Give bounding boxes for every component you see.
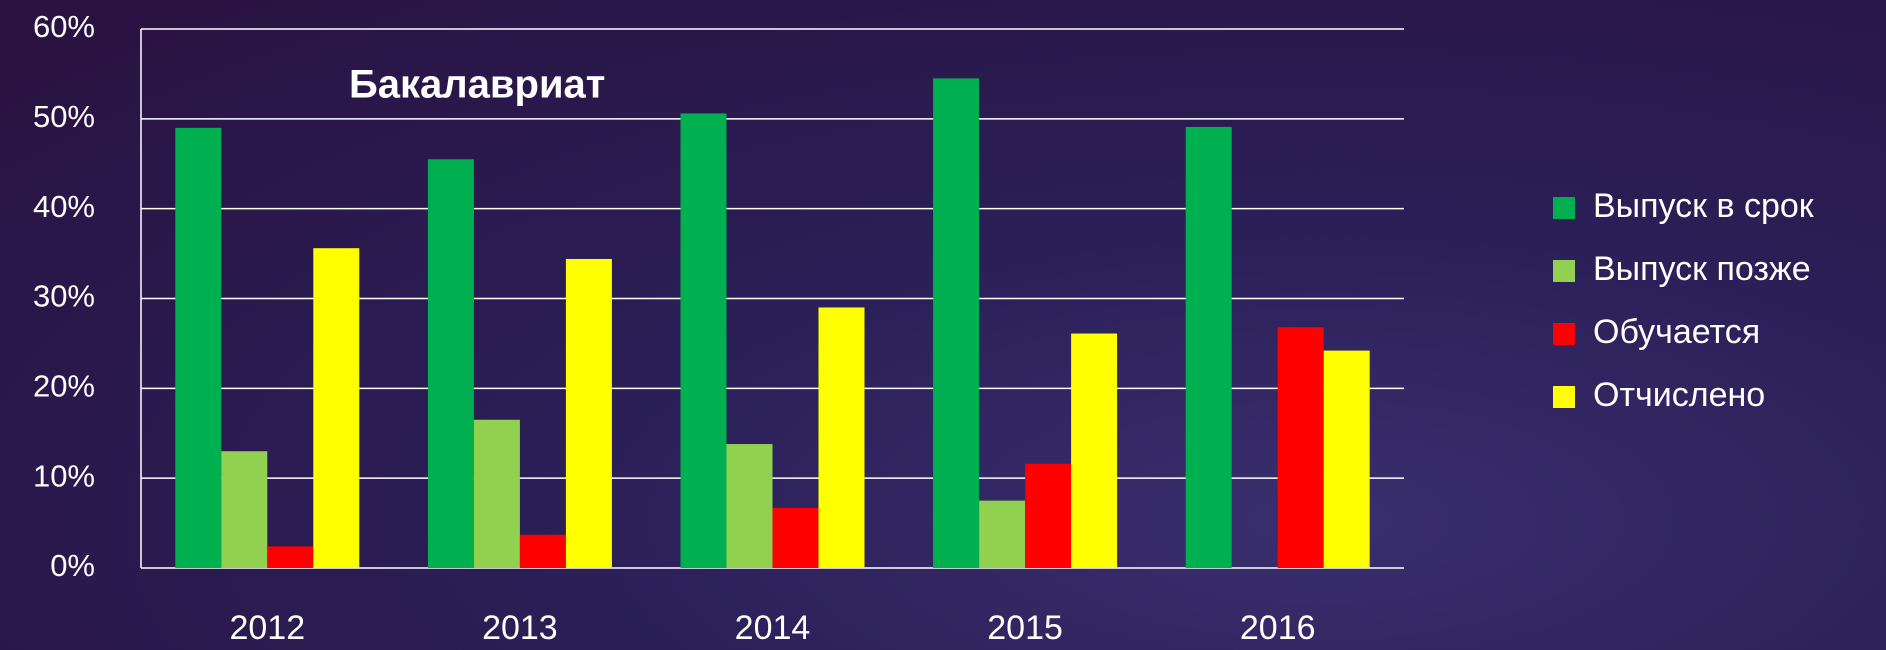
y-tick-label: 30% xyxy=(33,279,95,314)
legend-label: Отчислено xyxy=(1593,376,1765,414)
bar xyxy=(933,78,980,569)
y-tick-label: 10% xyxy=(33,458,95,493)
x-tick-label: 2016 xyxy=(1240,609,1316,647)
bar xyxy=(519,534,566,568)
chart-title: Бакалавриат xyxy=(349,63,605,107)
bar xyxy=(726,444,773,568)
bar xyxy=(565,258,612,568)
y-tick-label: 20% xyxy=(33,369,95,404)
y-tick-label: 0% xyxy=(50,548,95,583)
bars xyxy=(175,78,1370,569)
bar xyxy=(313,248,360,568)
bar xyxy=(1071,333,1118,568)
bar xyxy=(979,500,1026,568)
x-tick-label: 2012 xyxy=(229,609,305,647)
legend-swatch xyxy=(1553,386,1575,408)
legend-swatch xyxy=(1553,197,1575,219)
bar xyxy=(175,127,222,569)
bar xyxy=(680,113,727,569)
legend: Выпуск в срок Выпуск позже Обучается Отчисл… xyxy=(1553,187,1815,414)
bar xyxy=(221,451,268,568)
bar xyxy=(1185,126,1232,568)
y-tick-label: 50% xyxy=(33,99,95,134)
y-tick-label: 60% xyxy=(33,9,95,44)
legend-label: Выпуск позже xyxy=(1593,250,1811,288)
bar xyxy=(1277,327,1324,568)
x-tick-label: 2015 xyxy=(987,609,1063,647)
legend-swatch xyxy=(1553,260,1575,282)
y-tick-label: 40% xyxy=(33,189,95,224)
bar xyxy=(772,507,819,568)
legend-label: Обучается xyxy=(1593,313,1760,351)
bar xyxy=(1025,463,1072,568)
bar xyxy=(818,307,865,568)
x-tick-label: 2014 xyxy=(735,609,811,647)
legend-label: Выпуск в срок xyxy=(1593,187,1815,225)
bar xyxy=(1323,350,1370,568)
x-tick-label: 2013 xyxy=(482,609,558,647)
bar xyxy=(267,546,314,568)
bar xyxy=(427,159,474,568)
legend-swatch xyxy=(1553,323,1575,345)
bar xyxy=(473,419,520,568)
